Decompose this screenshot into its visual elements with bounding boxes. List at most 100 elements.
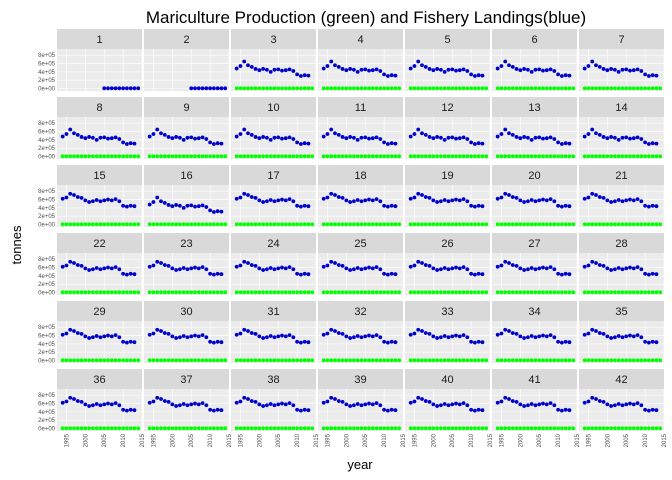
mariculture-point — [465, 426, 470, 431]
mariculture-point — [423, 154, 428, 159]
landings-point — [654, 272, 659, 277]
x-tick-label: 2000 — [257, 433, 263, 447]
mariculture-point — [249, 222, 254, 227]
mariculture-point — [310, 154, 315, 159]
mariculture-point — [378, 358, 383, 363]
mariculture-point — [495, 86, 500, 91]
y-tick-label: 0e+00 — [38, 359, 56, 365]
landings-point — [295, 72, 300, 77]
mariculture-point — [287, 426, 292, 431]
mariculture-point — [102, 222, 107, 227]
landings-point — [548, 333, 553, 338]
mariculture-point — [174, 154, 179, 159]
mariculture-point — [257, 358, 262, 363]
x-tick-label: 2010 — [556, 433, 562, 447]
landings-point — [234, 134, 239, 139]
landings-point — [582, 264, 587, 269]
landings-point — [594, 261, 598, 265]
landings-point — [412, 64, 417, 68]
mariculture-point — [514, 426, 519, 431]
facet-strip — [405, 369, 490, 389]
facet-strip — [57, 369, 142, 389]
landings-point — [601, 67, 606, 71]
mariculture-point — [541, 426, 545, 431]
mariculture-point — [94, 426, 99, 431]
landings-point — [204, 335, 209, 340]
mariculture-point — [208, 426, 213, 431]
landings-point — [597, 399, 602, 403]
mariculture-point — [548, 222, 553, 227]
mariculture-point — [268, 290, 273, 295]
mariculture-point — [612, 358, 617, 363]
landings-point — [75, 399, 80, 403]
mariculture-point — [219, 222, 224, 227]
landings-point — [295, 407, 300, 412]
mariculture-point — [476, 86, 481, 91]
mariculture-point — [582, 426, 587, 431]
landings-point — [329, 327, 334, 332]
landings-point — [518, 198, 523, 203]
mariculture-point — [325, 86, 330, 91]
mariculture-point — [601, 358, 606, 363]
landings-point — [159, 329, 163, 333]
landings-point — [124, 86, 129, 91]
mariculture-point — [310, 86, 315, 91]
landings-point — [438, 267, 443, 272]
mariculture-point — [261, 222, 266, 227]
landings-point — [348, 404, 353, 408]
mariculture-point — [162, 222, 167, 227]
mariculture-point — [609, 222, 614, 227]
landings-point — [359, 267, 364, 272]
landings-point — [507, 63, 511, 68]
mariculture-point — [98, 426, 103, 431]
landings-point — [291, 199, 296, 204]
mariculture-point — [264, 86, 269, 91]
mariculture-point — [166, 222, 171, 227]
mariculture-point — [291, 154, 296, 159]
mariculture-point — [616, 154, 621, 159]
mariculture-point — [90, 222, 95, 227]
mariculture-point — [196, 222, 201, 227]
mariculture-point — [306, 426, 311, 431]
mariculture-point — [594, 426, 598, 431]
landings-point — [525, 135, 530, 140]
landings-point — [147, 134, 152, 139]
landings-point — [79, 263, 84, 268]
landings-point — [298, 204, 303, 209]
landings-point — [559, 74, 564, 78]
mariculture-point — [385, 86, 390, 91]
mariculture-point — [605, 290, 610, 295]
mariculture-point — [616, 426, 621, 431]
landings-point — [510, 263, 515, 267]
facet-panel-12: 12 — [405, 97, 491, 159]
landings-point — [204, 267, 209, 272]
landings-point — [113, 86, 118, 91]
y-tick-label: 6e+05 — [38, 198, 56, 204]
mariculture-point — [276, 154, 281, 159]
landings-point — [193, 401, 197, 406]
mariculture-point — [200, 154, 205, 159]
mariculture-point — [344, 154, 349, 159]
mariculture-point — [499, 222, 504, 227]
landings-point — [378, 69, 383, 73]
mariculture-point — [242, 154, 247, 159]
mariculture-point — [291, 358, 296, 363]
landings-point — [121, 339, 126, 344]
landings-point — [246, 63, 250, 68]
landings-point — [268, 198, 273, 202]
mariculture-point — [480, 426, 485, 431]
mariculture-point — [541, 290, 545, 295]
landings-point — [253, 67, 258, 71]
mariculture-point — [442, 154, 447, 159]
mariculture-point — [283, 86, 288, 91]
facet-strip-label: 6 — [531, 34, 537, 46]
mariculture-point — [590, 222, 595, 227]
landings-point — [151, 399, 156, 404]
mariculture-point — [423, 290, 428, 295]
landings-point — [480, 204, 485, 209]
x-tick-label: 2000 — [431, 433, 437, 447]
landings-point — [325, 399, 330, 404]
mariculture-point — [79, 358, 84, 363]
landings-point — [94, 266, 99, 270]
